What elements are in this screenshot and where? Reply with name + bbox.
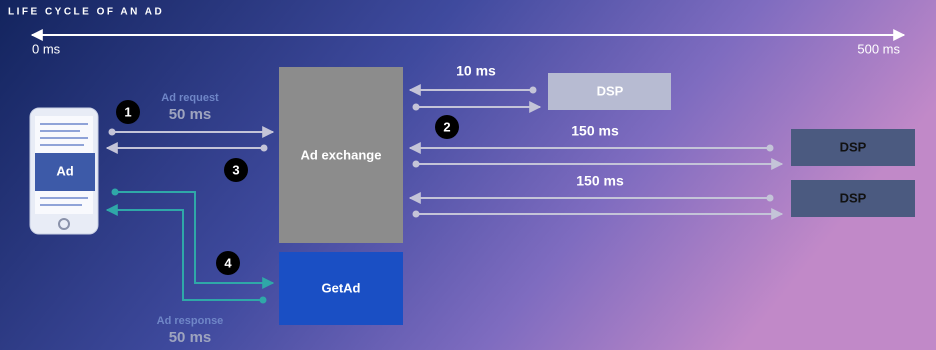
dsp-label: DSP [840, 139, 867, 154]
request-label: Ad request [161, 92, 219, 104]
step-number: 2 [443, 119, 450, 134]
step-number: 1 [124, 104, 131, 119]
dsp-time: 10 ms [456, 63, 496, 79]
response-label: Ad response [157, 315, 224, 327]
step-number: 4 [224, 255, 232, 270]
phone-ad: Ad [56, 163, 73, 178]
getad-label: GetAd [322, 280, 361, 295]
step-badge [435, 115, 459, 139]
dsp-box [791, 180, 915, 217]
exchange-label: Ad exchange [301, 147, 382, 162]
getad-arrows [105, 188, 275, 304]
dsp-label: DSP [840, 190, 867, 205]
step-badge [216, 251, 240, 275]
response-time: 50 ms [169, 329, 212, 346]
step-badge [116, 100, 140, 124]
dsp-box [791, 129, 915, 166]
timeline-start: 0 ms [32, 41, 61, 56]
timeline-end: 500 ms [857, 41, 900, 56]
dsp-label: DSP [597, 83, 624, 98]
getad-box [279, 252, 403, 325]
exchange-box [279, 67, 403, 243]
arrows [105, 84, 784, 220]
step-number: 3 [232, 162, 239, 177]
dsp-box [548, 73, 671, 110]
phone [29, 107, 99, 235]
title: LIFE CYCLE OF AN AD [8, 7, 164, 18]
request-time: 50 ms [169, 106, 212, 123]
dsp-time: 150 ms [576, 173, 624, 189]
step-badge [224, 158, 248, 182]
dsp-time: 150 ms [571, 123, 619, 139]
